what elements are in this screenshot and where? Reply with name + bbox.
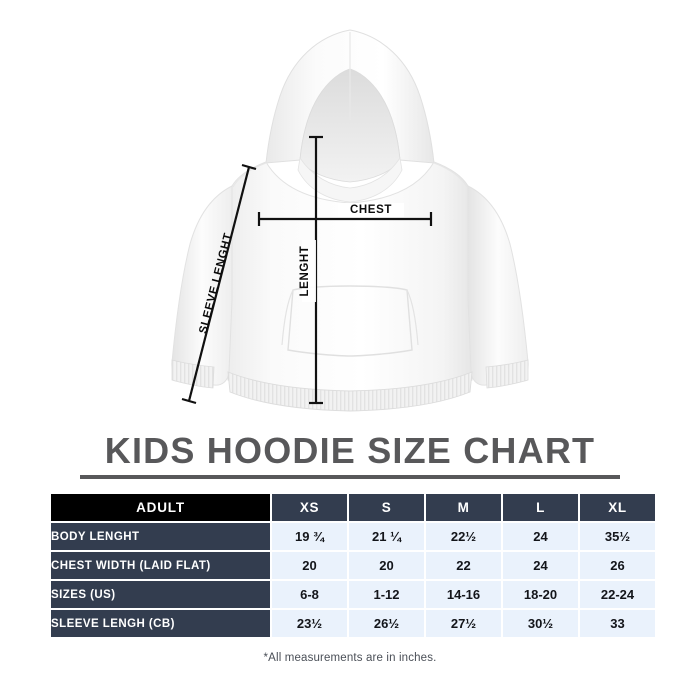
cell-sleeve-length-l: 30½	[503, 610, 578, 637]
cell-sizes-us-xl: 22-24	[580, 581, 655, 608]
table-row: CHEST WIDTH (LAID FLAT) 20 20 22 24 26	[51, 552, 655, 579]
hoodie-illustration: CHEST LENGHT SLEEVE LENGHT	[171, 29, 529, 412]
table-row: BODY LENGHT 19 ¾ 21 ¼ 22½ 24 35½	[51, 523, 655, 550]
cell-sizes-us-xs: 6-8	[272, 581, 347, 608]
kangaroo-pocket	[281, 285, 419, 357]
chest-measure-line: CHEST	[257, 203, 433, 226]
size-header-l: L	[503, 494, 578, 521]
cell-sleeve-length-m: 27½	[426, 610, 501, 637]
length-measure-line: LENGHT	[299, 135, 323, 405]
size-header-m: M	[426, 494, 501, 521]
cell-chest-width-xs: 20	[272, 552, 347, 579]
table-header-row: ADULT XS S M L XL	[51, 494, 655, 521]
cell-body-length-s: 21 ¼	[349, 523, 424, 550]
length-label: LENGHT	[299, 246, 311, 297]
cell-sizes-us-s: 1-12	[349, 581, 424, 608]
size-table: ADULT XS S M L XL BODY LENGHT 19 ¾ 21 ¼ …	[49, 492, 657, 639]
table-row: SLEEVE LENGH (CB) 23½ 26½ 27½ 30½ 33	[51, 610, 655, 637]
title-underline	[80, 475, 620, 479]
row-label-sleeve-length: SLEEVE LENGH (CB)	[51, 610, 270, 637]
measurement-footnote: *All measurements are in inches.	[263, 652, 437, 664]
cell-body-length-xl: 35½	[580, 523, 655, 550]
row-label-chest-width: CHEST WIDTH (LAID FLAT)	[51, 552, 270, 579]
cell-sizes-us-m: 14-16	[426, 581, 501, 608]
cell-body-length-xs: 19 ¾	[272, 523, 347, 550]
title-block: KIDS HOODIE SIZE CHART	[0, 430, 700, 479]
cell-chest-width-l: 24	[503, 552, 578, 579]
chest-label: CHEST	[350, 204, 392, 216]
table-row: SIZES (US) 6-8 1-12 14-16 18-20 22-24	[51, 581, 655, 608]
right-sleeve	[467, 185, 529, 389]
bottom-hem	[227, 371, 473, 412]
cell-chest-width-s: 20	[349, 552, 424, 579]
row-label-sizes-us: SIZES (US)	[51, 581, 270, 608]
corner-header: ADULT	[51, 494, 270, 521]
cell-chest-width-m: 22	[426, 552, 501, 579]
cell-chest-width-xl: 26	[580, 552, 655, 579]
size-header-s: S	[349, 494, 424, 521]
hood-shape	[265, 29, 435, 203]
cell-sleeve-length-xl: 33	[580, 610, 655, 637]
cell-sizes-us-l: 18-20	[503, 581, 578, 608]
cell-body-length-l: 24	[503, 523, 578, 550]
cell-sleeve-length-s: 26½	[349, 610, 424, 637]
left-sleeve	[171, 185, 233, 389]
size-table-container: ADULT XS S M L XL BODY LENGHT 19 ¾ 21 ¼ …	[49, 492, 655, 639]
size-header-xl: XL	[580, 494, 655, 521]
page-title: KIDS HOODIE SIZE CHART	[104, 430, 596, 471]
size-header-xs: XS	[272, 494, 347, 521]
cell-body-length-m: 22½	[426, 523, 501, 550]
cell-sleeve-length-xs: 23½	[272, 610, 347, 637]
row-label-body-length: BODY LENGHT	[51, 523, 270, 550]
